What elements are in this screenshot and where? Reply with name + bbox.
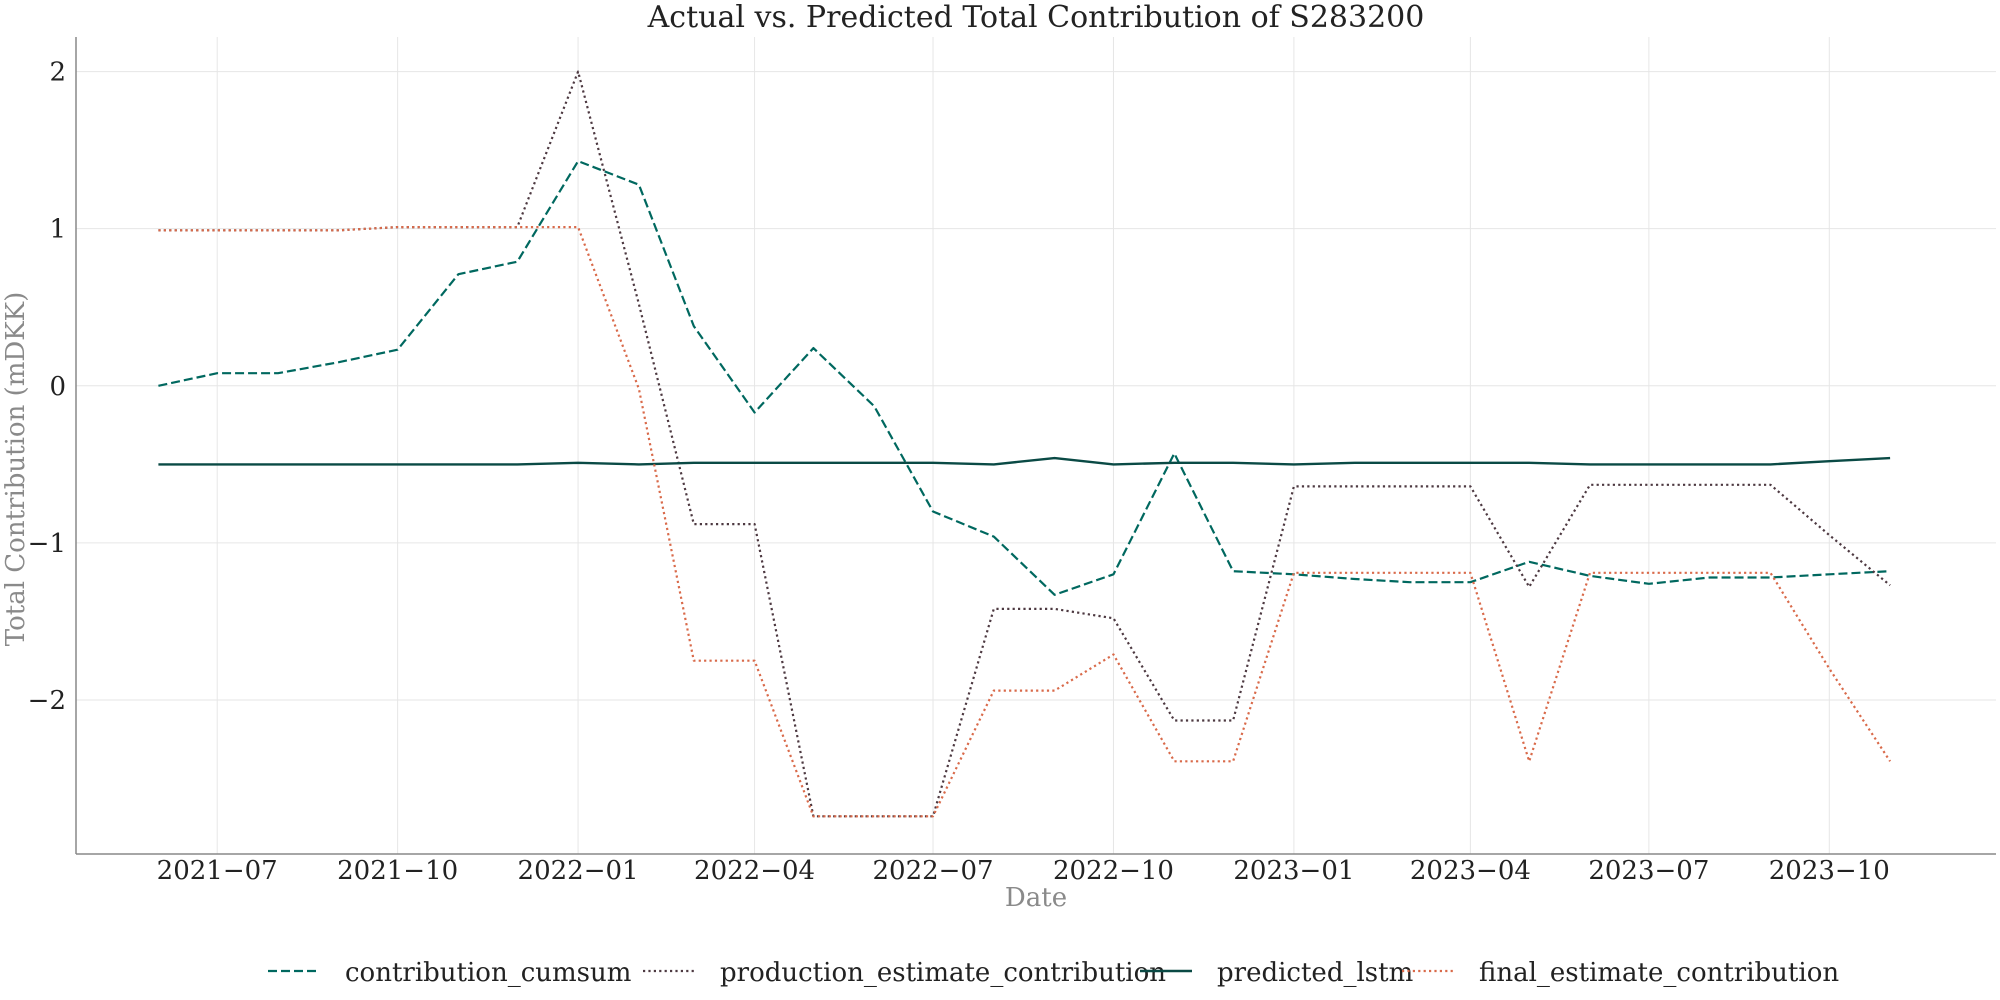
y-tick-label: 1: [49, 215, 66, 245]
legend-label: production_estimate_contribution: [720, 958, 1166, 988]
x-axis-label: Date: [1005, 883, 1067, 913]
legend-label: predicted_lstm: [1217, 958, 1413, 988]
y-tick-labels: 2 1 0 −1 −2: [28, 58, 66, 716]
x-tick-labels: 2021−07 2021−10 2022−01 2022−04 2022−07 2022−…: [157, 856, 1890, 886]
series-line-final-estimate-contribution: [158, 226, 1892, 818]
legend: contribution_cumsum production_estimate_c…: [268, 958, 1839, 988]
legend-label: contribution_cumsum: [345, 958, 631, 988]
series-lines: [158, 70, 1892, 818]
series-line-predicted-lstm: [158, 456, 1891, 466]
series-line-production-estimate-contribution: [158, 70, 1891, 818]
x-tick-label: 2021−10: [337, 856, 458, 886]
x-tick-label: 2022−01: [518, 856, 639, 886]
y-tick-label: −2: [28, 686, 66, 716]
y-tick-label: 2: [49, 58, 66, 88]
y-axis-label: Total Contribution (mDKK): [1, 292, 31, 646]
x-tick-label: 2022−07: [873, 856, 994, 886]
y-tick-label: 0: [49, 372, 66, 402]
x-tick-label: 2022−04: [694, 856, 815, 886]
y-tick-label: −1: [28, 529, 66, 559]
grid-lines: [76, 37, 1996, 854]
x-tick-label: 2023−01: [1233, 856, 1354, 886]
legend-label: final_estimate_contribution: [1479, 958, 1839, 988]
x-tick-label: 2023−10: [1769, 856, 1890, 886]
x-tick-label: 2023−07: [1588, 856, 1709, 886]
chart-title: Actual vs. Predicted Total Contribution …: [647, 0, 1425, 35]
x-tick-label: 2022−10: [1053, 856, 1174, 886]
x-tick-label: 2021−07: [157, 856, 278, 886]
axes: [75, 37, 1996, 855]
x-tick-label: 2023−04: [1410, 856, 1531, 886]
series-line-contribution-cumsum: [158, 160, 1891, 596]
